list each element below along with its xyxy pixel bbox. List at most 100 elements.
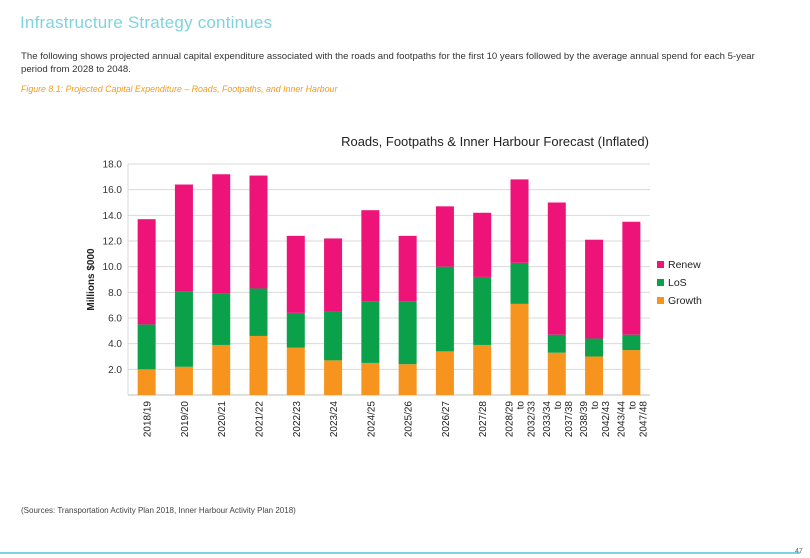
bar-los	[286, 312, 305, 348]
footer-rule	[0, 552, 800, 554]
bar-los	[473, 276, 492, 345]
x-tick-label: 2025/26	[404, 401, 415, 438]
y-tick-label: 14.0	[103, 211, 123, 222]
bar-growth	[137, 369, 156, 395]
bar-los	[324, 311, 343, 361]
bar-growth	[324, 360, 343, 395]
bar-renew	[510, 179, 529, 263]
x-tick-label-line: 2027/28	[478, 401, 489, 438]
bar-los	[547, 334, 566, 353]
y-tick-label: 18.0	[103, 160, 123, 171]
bar-renew	[174, 184, 193, 292]
x-tick-label-line: 2032/33	[527, 401, 538, 438]
page-number: 47	[795, 548, 803, 555]
x-tick-label-line: 2043/44	[616, 401, 627, 438]
x-tick-label: 2027/28	[478, 401, 489, 438]
bar-growth	[473, 344, 492, 395]
x-tick-label-line: 2018/19	[143, 401, 154, 438]
x-tick-label: 2023/24	[329, 401, 340, 438]
x-tick-label-line: 2024/25	[366, 401, 377, 438]
legend-swatch-renew	[657, 261, 664, 268]
x-tick-label: 2028/29to2032/33	[505, 401, 538, 438]
x-tick-label-line: to	[627, 401, 638, 410]
x-tick-label-line: to	[516, 401, 527, 410]
bar-renew	[622, 221, 641, 335]
bar-renew	[249, 175, 268, 289]
bar-growth	[174, 366, 193, 395]
x-tick-label: 2038/39to2042/43	[579, 401, 612, 438]
x-tick-label-line: 2023/24	[329, 401, 340, 438]
bar-growth	[361, 362, 380, 395]
legend-label-renew: Renew	[668, 259, 701, 271]
chart-title: Roads, Footpaths & Inner Harbour Forecas…	[341, 134, 649, 149]
x-tick-label-line: 2025/26	[404, 401, 415, 438]
legend-label-growth: Growth	[668, 295, 702, 307]
bar-los	[212, 293, 231, 345]
bar-los	[398, 301, 417, 365]
intro-paragraph: The following shows projected annual cap…	[21, 51, 755, 75]
bar-growth	[585, 356, 604, 395]
bar-growth	[286, 347, 305, 395]
figure-caption: Figure 8.1: Projected Capital Expenditur…	[21, 84, 338, 94]
y-tick-label: 2.0	[108, 365, 122, 376]
x-tick-label: 2043/44to2047/48	[616, 401, 649, 438]
bar-renew	[324, 238, 343, 312]
x-tick-label: 2018/19	[143, 401, 154, 438]
x-tick-label-line: 2042/43	[601, 401, 612, 438]
x-tick-label-line: 2038/39	[579, 401, 590, 438]
x-tick-label-line: to	[590, 401, 601, 410]
bar-los	[622, 334, 641, 351]
y-tick-label: 4.0	[108, 339, 122, 350]
x-tick-label: 2033/34to2037/38	[542, 401, 575, 438]
x-tick-label-line: 2033/34	[542, 401, 553, 438]
stacked-bar-chart: 2.0 4.0 6.0 8.0 10.0 12.0 14.0 16.0 18.0 Millions…	[86, 160, 702, 438]
bar-growth	[547, 352, 566, 395]
x-tick-label: 2026/27	[441, 401, 452, 438]
x-tick-label: 2020/21	[217, 401, 228, 438]
bar-los	[361, 301, 380, 363]
page-heading: Infrastructure Strategy continues	[20, 13, 273, 32]
bar-renew	[473, 212, 492, 277]
x-tick-label-line: 2019/20	[180, 401, 191, 438]
bar-growth	[212, 344, 231, 395]
bar-renew	[361, 210, 380, 302]
bar-los	[249, 288, 268, 336]
legend-swatch-los	[657, 279, 664, 286]
legend-swatch-growth	[657, 297, 664, 304]
bar-renew	[398, 235, 417, 302]
x-tick-label: 2022/23	[292, 401, 303, 438]
bar-growth	[510, 303, 529, 395]
bar-renew	[137, 219, 156, 325]
x-tick-label-line: 2021/22	[255, 401, 266, 438]
bar-growth	[622, 350, 641, 395]
y-tick-label: 6.0	[108, 314, 122, 325]
bar-growth	[435, 351, 454, 395]
y-tick-label: 16.0	[103, 185, 123, 196]
bar-los	[510, 262, 529, 304]
bar-renew	[286, 235, 305, 313]
x-tick-label-line: 2020/21	[217, 401, 228, 438]
bar-growth	[249, 335, 268, 395]
bar-renew	[435, 206, 454, 267]
y-tick-label: 10.0	[103, 262, 123, 273]
x-tick-label: 2021/22	[255, 401, 266, 438]
bar-renew	[212, 174, 231, 294]
x-tick-label-line: 2022/23	[292, 401, 303, 438]
bar-renew	[547, 202, 566, 335]
bar-los	[137, 324, 156, 370]
bar-los	[174, 291, 193, 367]
x-tick-label-line: 2026/27	[441, 401, 452, 438]
x-tick-label-line: 2037/38	[564, 401, 575, 438]
x-tick-label: 2024/25	[366, 401, 377, 438]
y-tick-label: 12.0	[103, 237, 123, 248]
bar-los	[585, 338, 604, 357]
x-tick-label-line: 2047/48	[638, 401, 649, 438]
y-tick-label: 8.0	[108, 288, 122, 299]
y-axis-label: Millions $000	[86, 248, 97, 311]
bar-renew	[585, 239, 604, 339]
sources-note: (Sources: Transportation Activity Plan 2…	[21, 506, 296, 515]
bar-los	[435, 266, 454, 352]
legend-label-los: LoS	[668, 277, 687, 289]
x-tick-label-line: to	[553, 401, 564, 410]
bar-growth	[398, 364, 417, 395]
